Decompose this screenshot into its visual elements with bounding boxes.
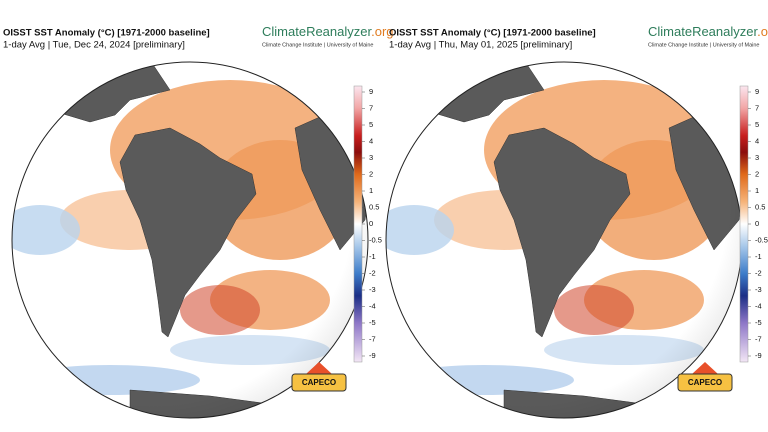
- map-subtitle: 1-day Avg | Thu, May 01, 2025 [prelimina…: [389, 40, 572, 51]
- colorbar-label: 1: [755, 186, 759, 195]
- colorbar-label: 7: [755, 103, 759, 112]
- colorbar-label: -5: [369, 318, 376, 327]
- colorbar-label: 3: [369, 153, 373, 162]
- brand-subtitle: Climate Change Institute | University of…: [648, 42, 759, 48]
- colorbar-label: -2: [369, 268, 376, 277]
- colorbar-label: -1: [369, 252, 376, 261]
- colorbar-label: -7: [755, 334, 762, 343]
- colorbar-label: 0.5: [369, 202, 379, 211]
- colorbar: [353, 85, 363, 363]
- logo-box: [291, 373, 347, 392]
- colorbar-label: -2: [755, 268, 762, 277]
- colorbar-label: -9: [755, 351, 762, 360]
- colorbar-label: 1: [369, 186, 373, 195]
- colorbar-label: 4: [755, 136, 759, 145]
- colorbar-label: -9: [369, 351, 376, 360]
- colorbar-label: 5: [369, 120, 373, 129]
- map-subtitle: 1-day Avg | Tue, Dec 24, 2024 [prelimina…: [3, 40, 185, 51]
- colorbar-label: -0.5: [369, 235, 382, 244]
- colorbar-label: -4: [369, 301, 376, 310]
- colorbar-label: 0.5: [755, 202, 765, 211]
- colorbar-label: 4: [369, 136, 373, 145]
- logo-text: CAPECO: [688, 378, 722, 387]
- brand-name-suffix: .org: [757, 24, 768, 39]
- colorbar-label: 2: [755, 169, 759, 178]
- panel: OISST SST Anomaly (°C) [1971-2000 baseli…: [3, 24, 394, 392]
- brand-subtitle: Climate Change Institute | University of…: [262, 42, 373, 48]
- colorbar-label: -0.5: [755, 235, 768, 244]
- logo-text: CAPECO: [302, 378, 336, 387]
- brand-name-main: ClimateReanalyzer: [648, 24, 758, 39]
- colorbar-label: -3: [755, 285, 762, 294]
- colorbar-label: -1: [755, 252, 762, 261]
- map-title: OISST SST Anomaly (°C) [1971-2000 baseli…: [389, 28, 596, 39]
- colorbar-label: -3: [369, 285, 376, 294]
- colorbar-label: -5: [755, 318, 762, 327]
- colorbar-label: 7: [369, 103, 373, 112]
- logo-icon: [692, 362, 718, 374]
- colorbar: [739, 85, 749, 363]
- brand-name: ClimateReanalyzer.org: [262, 24, 394, 39]
- colorbar-label: 5: [755, 120, 759, 129]
- colorbar-label: 2: [369, 169, 373, 178]
- panels: OISST SST Anomaly (°C) [1971-2000 baseli…: [3, 24, 768, 392]
- colorbar-label: -4: [755, 301, 762, 310]
- colorbar-label: 9: [369, 87, 373, 96]
- colorbar-label: 9: [755, 87, 759, 96]
- brand-name-main: ClimateReanalyzer: [262, 24, 372, 39]
- colorbar-label: 0: [369, 219, 373, 228]
- brand-name-suffix: .org: [371, 24, 393, 39]
- colorbar-label: 3: [755, 153, 759, 162]
- logo-icon: [306, 362, 332, 374]
- logo-box: [677, 373, 733, 392]
- colorbar-label: 0: [755, 219, 759, 228]
- brand-name: ClimateReanalyzer.org: [648, 24, 768, 39]
- colorbar-label: -7: [369, 334, 376, 343]
- map-title: OISST SST Anomaly (°C) [1971-2000 baseli…: [3, 28, 210, 39]
- panel: OISST SST Anomaly (°C) [1971-2000 baseli…: [389, 24, 768, 392]
